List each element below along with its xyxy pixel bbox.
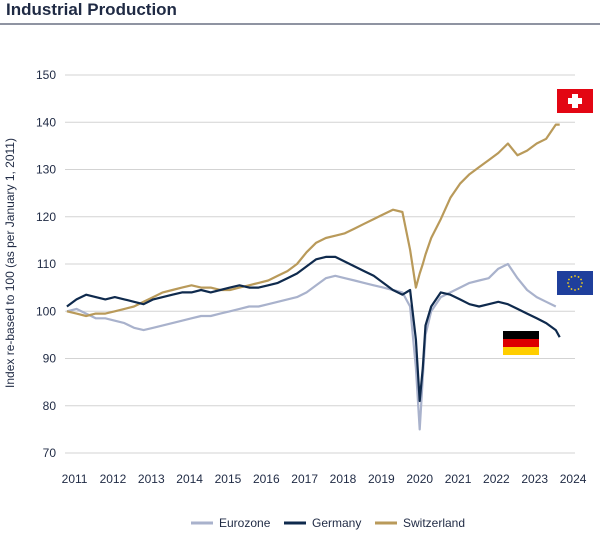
- x-tick-label: 2015: [215, 472, 242, 486]
- y-axis-label: Index re-based to 100 (as per January 1,…: [3, 138, 17, 388]
- y-tick-label: 150: [36, 68, 56, 82]
- y-axis-ticks: 70 80 90 100 110 120 130 140 150: [36, 68, 56, 460]
- y-tick-label: 110: [37, 257, 56, 271]
- x-tick-label: 2019: [368, 472, 395, 486]
- x-tick-label: 2020: [406, 472, 433, 486]
- german-flag-icon: [503, 331, 539, 355]
- series-line-eurozone: [66, 262, 557, 431]
- y-tick-label: 130: [36, 163, 56, 177]
- swiss-flag-icon: [557, 89, 593, 113]
- legend: Eurozone Germany Switzerland: [191, 516, 465, 530]
- y-tick-label: 120: [36, 210, 56, 224]
- x-tick-label: 2011: [62, 472, 88, 486]
- y-tick-label: 70: [43, 446, 57, 460]
- series-lines: [66, 123, 561, 431]
- eu-flag-icon: [557, 271, 593, 295]
- x-axis-ticks: 2011 2012 2013 2014 2015 2016 2017 2018 2019 2020…: [62, 472, 587, 486]
- legend-label: Eurozone: [219, 516, 271, 530]
- legend-label: Germany: [312, 516, 361, 530]
- y-tick-label: 80: [43, 399, 57, 413]
- x-tick-label: 2021: [445, 472, 472, 486]
- x-tick-label: 2024: [560, 472, 587, 486]
- y-tick-label: 90: [43, 352, 57, 366]
- grid-lines: [65, 74, 575, 454]
- x-tick-label: 2023: [521, 472, 548, 486]
- x-tick-label: 2018: [330, 472, 357, 486]
- series-line-switzerland: [66, 123, 560, 318]
- y-tick-label: 140: [36, 115, 56, 129]
- chart-title: Industrial Production: [6, 0, 177, 19]
- x-tick-label: 2014: [176, 472, 203, 486]
- x-tick-label: 2022: [483, 472, 510, 486]
- x-tick-label: 2016: [253, 472, 280, 486]
- x-tick-label: 2013: [138, 472, 165, 486]
- legend-label: Switzerland: [403, 516, 465, 530]
- y-tick-label: 100: [36, 304, 56, 318]
- x-tick-label: 2012: [100, 472, 127, 486]
- series-line-germany: [66, 255, 561, 403]
- x-tick-label: 2017: [291, 472, 318, 486]
